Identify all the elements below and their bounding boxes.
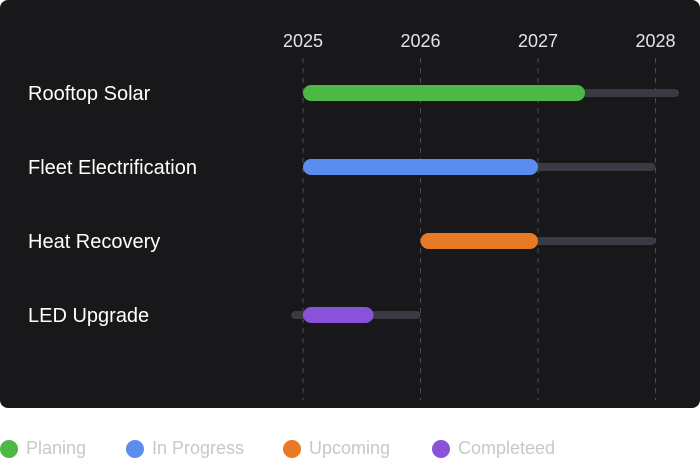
- task-bar: [303, 307, 374, 323]
- legend-label: Planing: [26, 438, 87, 458]
- x-tick-label: 2027: [518, 31, 558, 51]
- legend-dot-completeed: [432, 439, 450, 458]
- task-bar: [303, 85, 585, 101]
- gantt-chart: 2025 2026 2027 2028 Rooftop Solar Fleet Elect…: [28, 31, 679, 400]
- task-label: Rooftop Solar: [28, 83, 151, 105]
- task-bar: [303, 159, 538, 175]
- legend: Planing In Progress Upcoming Completeed: [0, 436, 700, 461]
- legend-dot-in-progress: [126, 439, 144, 458]
- legend-label: In Progress: [152, 438, 245, 458]
- legend-item-completeed: Completeed: [432, 436, 555, 461]
- legend-dot-upcoming: [283, 439, 301, 458]
- legend-item-in-progress: In Progress: [126, 436, 244, 461]
- x-tick-label: 2028: [635, 31, 675, 51]
- legend-dot-planing: [0, 439, 18, 458]
- task-label: Fleet Electrification: [28, 157, 197, 179]
- x-tick-label: 2025: [283, 31, 323, 51]
- legend-label: Completeed: [458, 438, 556, 458]
- legend-item-upcoming: Upcoming: [283, 436, 390, 461]
- chart-card: 2025 2026 2027 2028 Rooftop Solar Fleet Elect…: [0, 0, 700, 408]
- x-tick-label: 2026: [400, 31, 440, 51]
- task-bar: [420, 233, 538, 249]
- legend-label: Upcoming: [309, 438, 391, 458]
- task-label: Heat Recovery: [28, 231, 160, 253]
- task-label: LED Upgrade: [28, 305, 149, 327]
- legend-item-planing: Planing: [0, 436, 86, 461]
